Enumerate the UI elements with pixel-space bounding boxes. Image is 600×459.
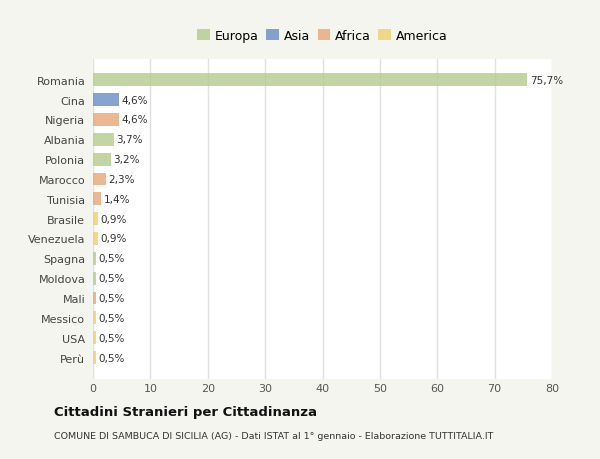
Text: COMUNE DI SAMBUCA DI SICILIA (AG) - Dati ISTAT al 1° gennaio - Elaborazione TUTT: COMUNE DI SAMBUCA DI SICILIA (AG) - Dati… — [54, 431, 493, 440]
Bar — [93, 94, 119, 107]
Legend: Europa, Asia, Africa, America: Europa, Asia, Africa, America — [195, 28, 450, 45]
Text: 3,2%: 3,2% — [113, 155, 140, 165]
Bar — [93, 153, 112, 166]
Bar — [93, 331, 96, 344]
Text: 0,5%: 0,5% — [98, 353, 125, 363]
Bar — [93, 74, 527, 87]
Bar — [93, 252, 96, 265]
Bar — [93, 134, 114, 146]
Bar — [93, 213, 98, 226]
Text: 0,5%: 0,5% — [98, 274, 125, 284]
Bar — [93, 272, 96, 285]
Text: 1,4%: 1,4% — [103, 195, 130, 204]
Text: 4,6%: 4,6% — [122, 115, 148, 125]
Bar — [93, 292, 96, 305]
Text: 0,5%: 0,5% — [98, 254, 125, 264]
Text: 0,9%: 0,9% — [100, 214, 127, 224]
Text: 0,9%: 0,9% — [100, 234, 127, 244]
Bar — [93, 312, 96, 325]
Bar — [93, 114, 119, 127]
Text: 3,7%: 3,7% — [116, 135, 143, 145]
Bar — [93, 193, 101, 206]
Bar — [93, 173, 106, 186]
Bar — [93, 351, 96, 364]
Text: 4,6%: 4,6% — [122, 95, 148, 106]
Text: Cittadini Stranieri per Cittadinanza: Cittadini Stranieri per Cittadinanza — [54, 405, 317, 419]
Bar — [93, 233, 98, 246]
Text: 0,5%: 0,5% — [98, 333, 125, 343]
Text: 0,5%: 0,5% — [98, 313, 125, 323]
Text: 0,5%: 0,5% — [98, 293, 125, 303]
Text: 75,7%: 75,7% — [530, 76, 563, 85]
Text: 2,3%: 2,3% — [109, 174, 135, 185]
